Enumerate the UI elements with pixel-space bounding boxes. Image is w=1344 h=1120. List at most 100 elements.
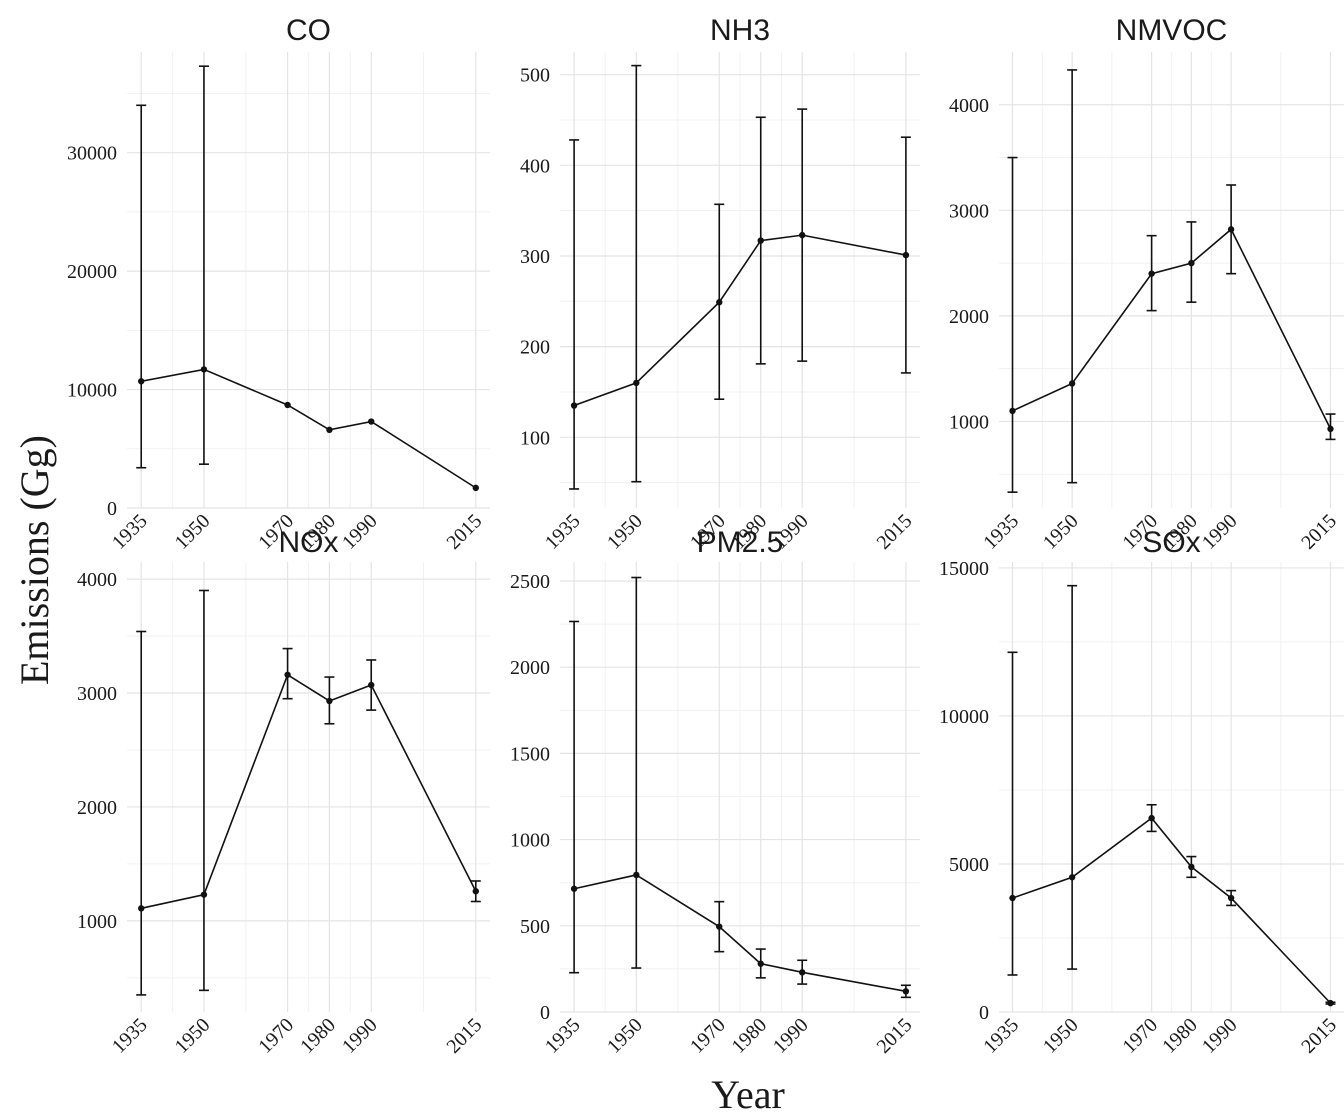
y-tick-label: 500 (520, 916, 550, 938)
data-point (200, 891, 208, 898)
y-tick-label: 2000 (510, 657, 550, 679)
y-tick-label: 4000 (949, 95, 989, 117)
x-tick-label: 1980 (296, 1014, 340, 1058)
y-tick-label: 5000 (949, 854, 989, 876)
data-point (472, 484, 479, 492)
data-point (1068, 874, 1076, 881)
x-tick-label: 1970 (686, 1014, 730, 1058)
y-tick-label: 2500 (510, 571, 550, 593)
y-tick-label: 1000 (949, 411, 989, 433)
panel-title: PM2.5 (697, 526, 784, 559)
x-tick-label: 1990 (338, 510, 382, 554)
error-bar (198, 65, 209, 465)
data-point (902, 988, 910, 995)
data-point (716, 923, 723, 930)
data-point (757, 237, 764, 244)
data-point (633, 871, 640, 879)
x-tick-label: 2015 (442, 1014, 486, 1058)
data-point (757, 960, 764, 967)
panel-title: SOx (1142, 526, 1200, 559)
x-tick-label: 1990 (769, 1014, 813, 1058)
y-tick-label: 15000 (939, 558, 989, 580)
error-bar (198, 589, 209, 992)
y-tick-label: 10000 (67, 380, 117, 402)
x-tick-label: 1990 (338, 1014, 382, 1058)
y-tick-label: 3000 (77, 683, 117, 705)
y-tick-label: 0 (979, 1002, 989, 1024)
y-tick-label: 1000 (510, 830, 550, 852)
x-tick-label: 1950 (603, 510, 647, 554)
x-tick-label: 1950 (171, 510, 215, 554)
x-tick-label: 1935 (541, 510, 585, 554)
error-bar (1067, 584, 1078, 970)
series-line (573, 874, 907, 993)
x-tick-label: 2015 (1297, 1014, 1341, 1058)
y-tick-label: 1000 (77, 911, 117, 933)
error-bar (1067, 69, 1078, 484)
x-tick-label: 1935 (979, 510, 1023, 554)
error-bar (136, 630, 147, 996)
y-tick-label: 2000 (949, 306, 989, 328)
x-tick-label: 2015 (873, 1014, 917, 1058)
y-tick-label: 2000 (77, 797, 117, 819)
x-axis-title: Year (711, 1072, 785, 1117)
data-point (1327, 425, 1334, 433)
data-point (1327, 999, 1334, 1007)
y-tick-label: 500 (520, 65, 550, 87)
y-tick-label: 20000 (67, 261, 117, 283)
data-point (633, 379, 640, 387)
series-line (141, 673, 477, 910)
error-bar (631, 576, 642, 969)
x-tick-label: 2015 (873, 510, 917, 554)
x-tick-label: 1990 (1198, 510, 1242, 554)
data-point (368, 418, 375, 425)
data-point (902, 251, 910, 259)
x-tick-label: 1970 (254, 1014, 298, 1058)
y-tick-label: 4000 (77, 569, 117, 591)
x-tick-label: 1990 (1198, 1014, 1242, 1058)
error-bar (1007, 156, 1018, 493)
y-tick-label: 400 (520, 155, 550, 177)
series-line (573, 234, 907, 407)
data-point (1188, 863, 1195, 871)
y-tick-label: 30000 (67, 143, 117, 165)
error-bar (631, 64, 642, 483)
error-bar (1007, 651, 1018, 976)
y-tick-label: 3000 (949, 200, 989, 222)
x-tick-label: 2015 (1297, 510, 1341, 554)
data-point (1227, 226, 1235, 233)
data-point (799, 231, 806, 239)
x-tick-label: 1950 (171, 1014, 215, 1058)
data-point (138, 905, 145, 912)
data-point (799, 969, 806, 976)
data-point (1148, 270, 1155, 277)
x-tick-label: 1950 (603, 1014, 647, 1058)
panel-title: NOx (279, 526, 339, 559)
x-tick-label: 1980 (1158, 1014, 1202, 1058)
data-point (570, 885, 578, 892)
data-point (1227, 894, 1235, 902)
data-point (284, 401, 291, 409)
y-tick-label: 100 (520, 427, 550, 449)
error-bar (136, 104, 147, 469)
y-tick-label: 1500 (510, 743, 550, 765)
series-line (141, 368, 477, 489)
data-point (326, 697, 333, 705)
data-point (284, 671, 291, 678)
panel-title: CO (286, 14, 331, 47)
data-point (1068, 380, 1076, 387)
data-point (368, 681, 375, 689)
data-point (472, 888, 479, 895)
y-axis-title: Emissions (Gg) (12, 435, 57, 685)
data-point (1148, 814, 1155, 822)
x-tick-label: 1935 (108, 1014, 152, 1058)
data-point (1009, 894, 1016, 902)
